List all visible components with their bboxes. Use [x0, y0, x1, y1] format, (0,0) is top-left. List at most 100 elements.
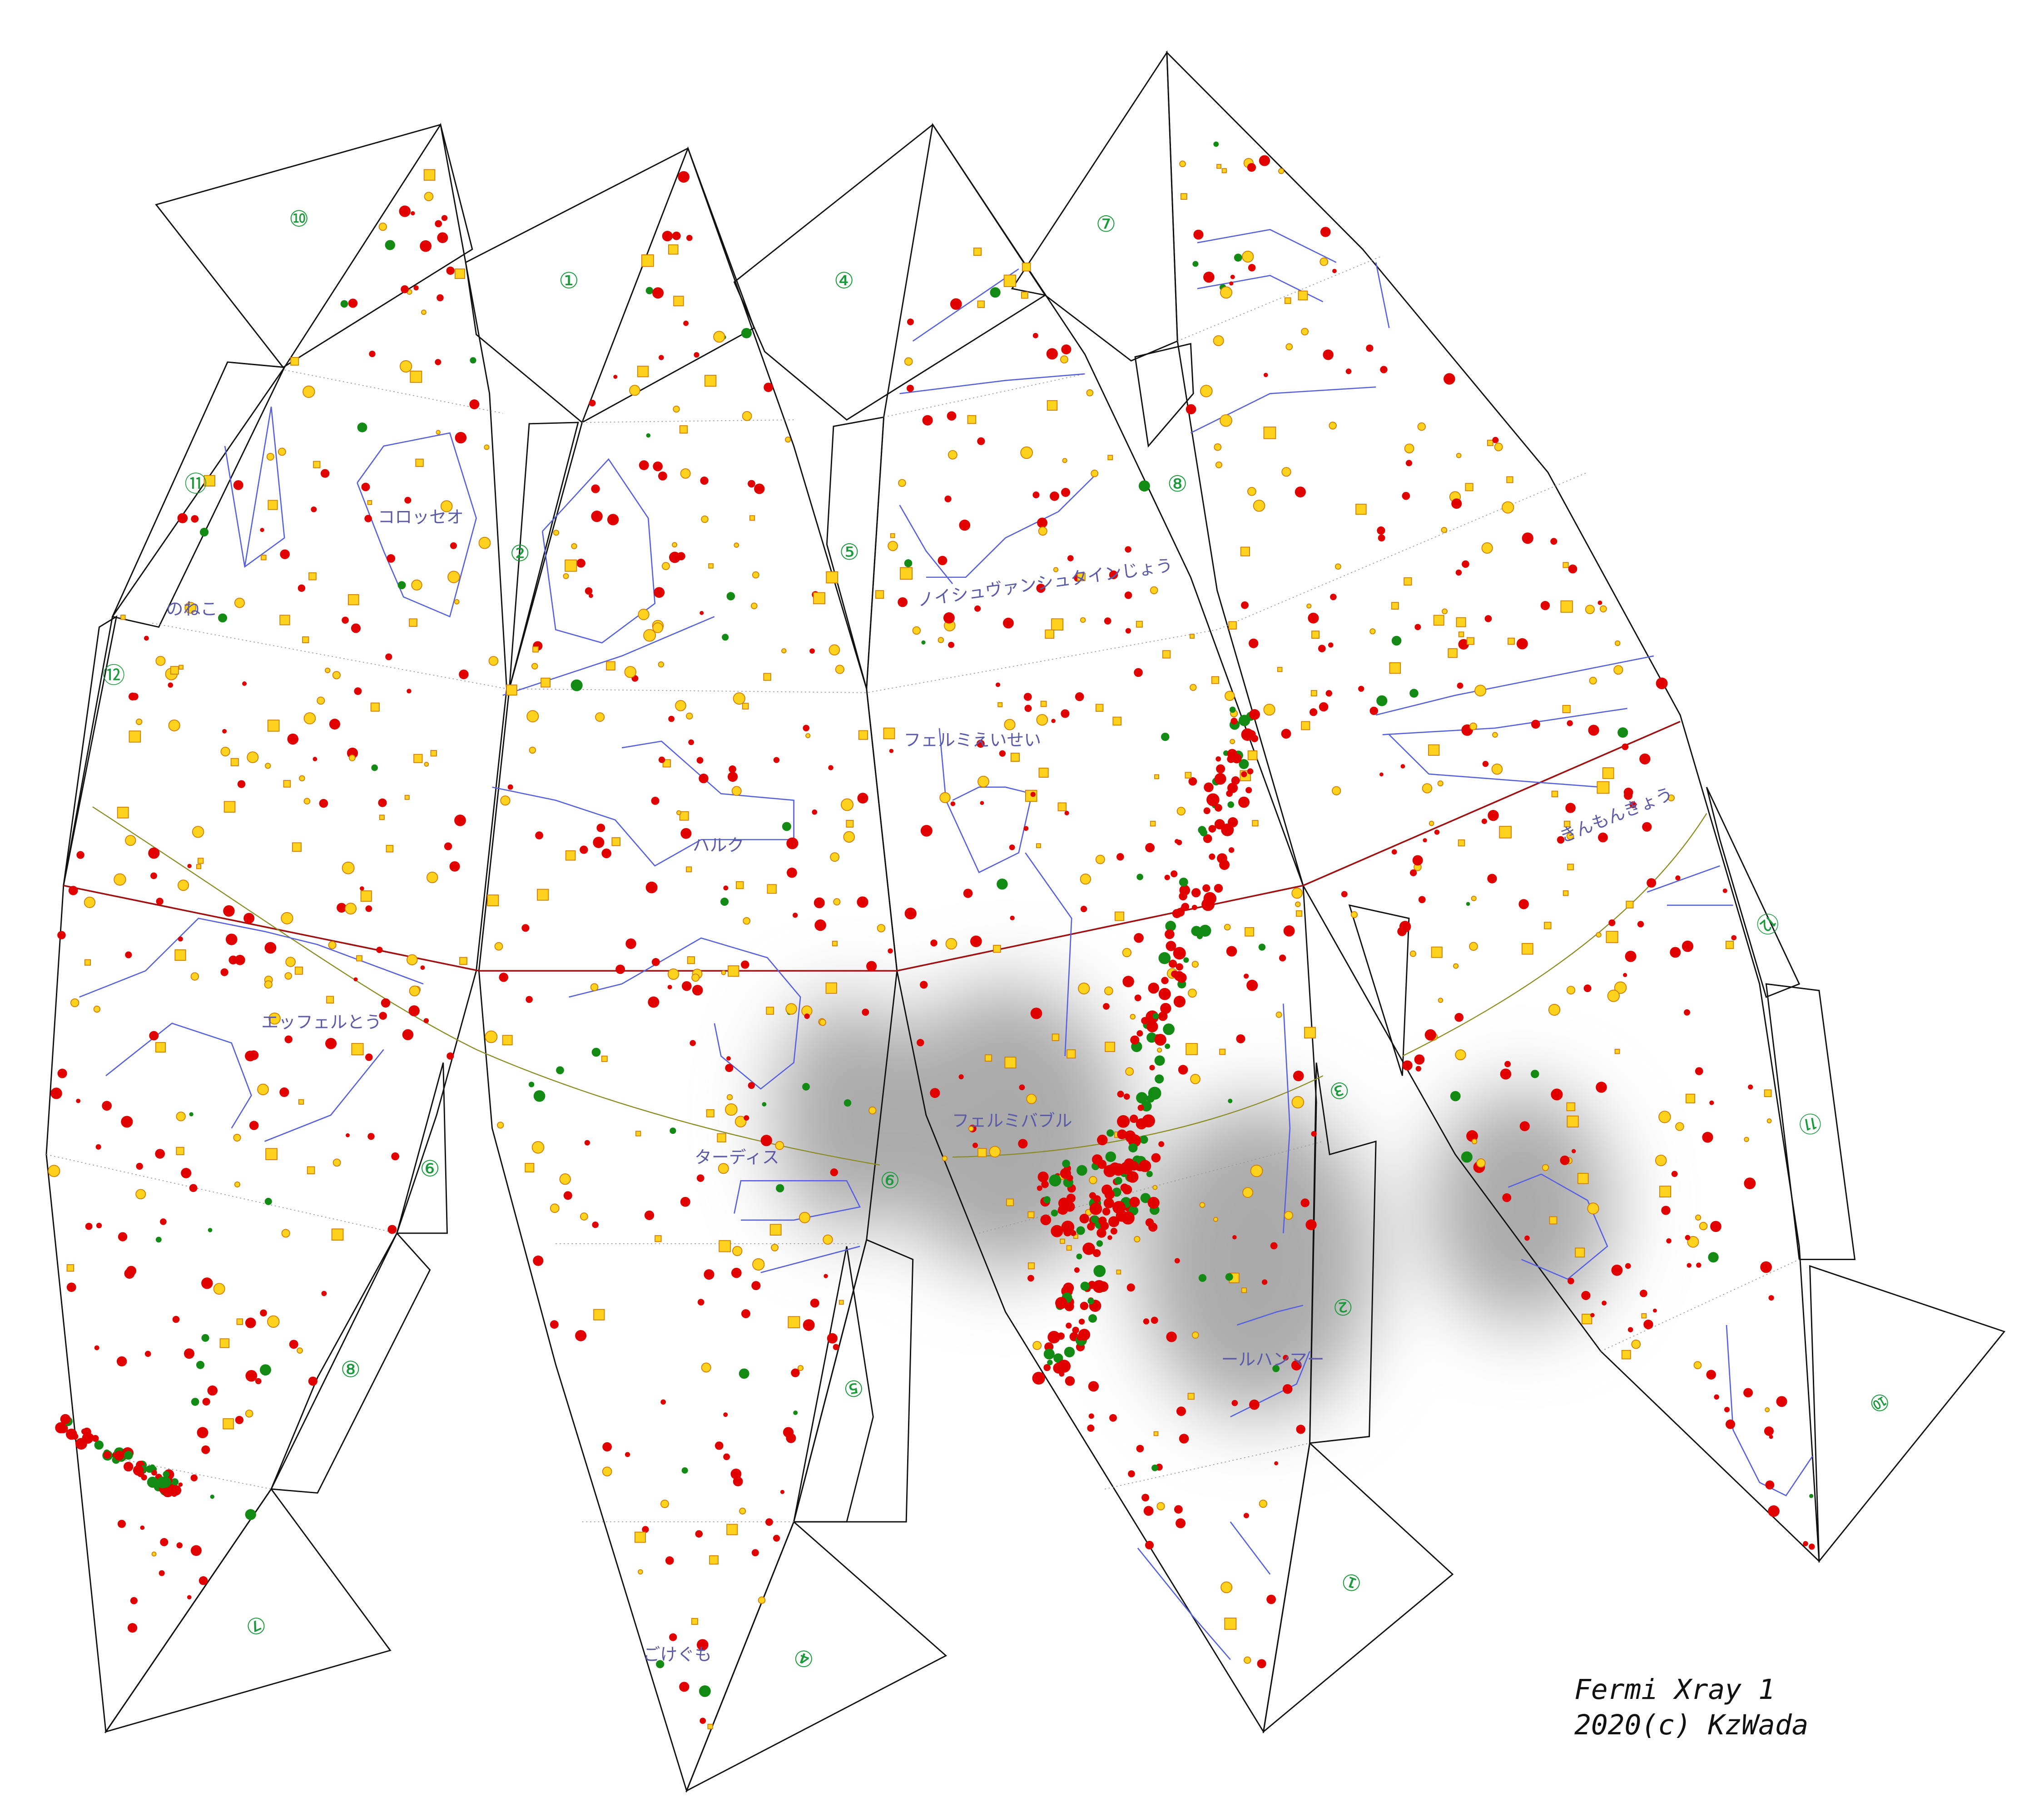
- star: [1560, 1155, 1570, 1165]
- star: [589, 593, 593, 598]
- star: [454, 814, 466, 826]
- star: [391, 1152, 399, 1161]
- star: [1030, 792, 1036, 797]
- star: [1049, 1174, 1062, 1187]
- star: [1051, 719, 1056, 723]
- star: [1188, 988, 1197, 998]
- star: [1667, 794, 1675, 802]
- star: [1270, 1242, 1278, 1250]
- star: [977, 300, 985, 308]
- star: [1458, 639, 1469, 650]
- star: [1409, 869, 1417, 876]
- star: [651, 796, 660, 805]
- star: [94, 1345, 99, 1350]
- star: [1061, 488, 1071, 497]
- star: [191, 515, 199, 523]
- star: [1631, 1339, 1641, 1349]
- star: [1051, 1209, 1058, 1217]
- star: [1191, 888, 1201, 898]
- star: [328, 941, 337, 949]
- star: [155, 656, 166, 666]
- star: [1221, 168, 1227, 174]
- star: [945, 938, 958, 950]
- star: [298, 1099, 304, 1105]
- star: [1291, 1096, 1305, 1109]
- star: [1230, 718, 1238, 725]
- star: [995, 682, 1001, 687]
- star: [553, 530, 560, 536]
- star: [1141, 1101, 1152, 1112]
- star: [699, 774, 709, 784]
- star: [1714, 1394, 1719, 1400]
- star: [298, 584, 306, 592]
- star: [234, 1182, 241, 1188]
- star: [1006, 1198, 1014, 1206]
- star: [1764, 1089, 1772, 1097]
- star: [268, 1013, 281, 1025]
- star: [639, 460, 649, 471]
- star: [120, 615, 126, 620]
- star: [1152, 1013, 1159, 1019]
- star: [1219, 1048, 1226, 1055]
- star: [1765, 1407, 1770, 1412]
- star: [379, 1012, 387, 1020]
- star: [317, 696, 325, 705]
- star: [748, 480, 755, 488]
- star: [1154, 774, 1159, 779]
- star: [155, 1149, 165, 1159]
- star: [917, 1039, 924, 1047]
- star: [1400, 764, 1405, 769]
- star: [1152, 1185, 1158, 1190]
- star: [1295, 910, 1303, 917]
- star: [1471, 1138, 1478, 1145]
- constellation-name: フェルミえいせい: [903, 730, 1041, 750]
- star: [1776, 1396, 1787, 1407]
- star: [989, 1146, 1001, 1157]
- star: [1179, 160, 1186, 167]
- star: [1123, 1093, 1130, 1100]
- star: [1087, 1425, 1095, 1432]
- star: [1341, 891, 1348, 898]
- star: [245, 1509, 256, 1520]
- star: [284, 1035, 293, 1043]
- credit-copyright: 2020(c) KzWada: [1574, 1709, 1808, 1741]
- star: [1243, 973, 1249, 979]
- star: [469, 399, 480, 409]
- star: [76, 851, 84, 859]
- star: [1181, 193, 1187, 200]
- star: [1760, 1261, 1772, 1273]
- star: [593, 1309, 605, 1321]
- star: [255, 1378, 262, 1385]
- star: [976, 740, 985, 748]
- star: [245, 1317, 256, 1328]
- star: [1469, 942, 1478, 951]
- star: [1587, 1202, 1599, 1215]
- star: [1146, 1171, 1153, 1177]
- star: [1203, 892, 1217, 905]
- star: [1141, 1494, 1150, 1502]
- star: [1567, 864, 1574, 870]
- star: [606, 661, 615, 670]
- star: [1231, 776, 1240, 785]
- star: [1075, 692, 1084, 701]
- star: [889, 749, 893, 753]
- star: [385, 653, 392, 660]
- star: [1282, 1384, 1293, 1394]
- star: [596, 824, 605, 832]
- star: [307, 1166, 315, 1174]
- star: [1134, 933, 1144, 943]
- star: [1261, 1279, 1268, 1285]
- star: [133, 1465, 144, 1476]
- star: [1332, 786, 1341, 795]
- star: [1043, 1196, 1051, 1204]
- star: [1291, 888, 1303, 899]
- star: [1176, 908, 1185, 917]
- star: [423, 1018, 429, 1023]
- star: [1061, 1221, 1075, 1234]
- star: [386, 845, 394, 853]
- star: [1190, 634, 1195, 639]
- star: [455, 432, 467, 444]
- star: [1542, 1164, 1549, 1171]
- star: [764, 382, 774, 392]
- star: [303, 385, 315, 398]
